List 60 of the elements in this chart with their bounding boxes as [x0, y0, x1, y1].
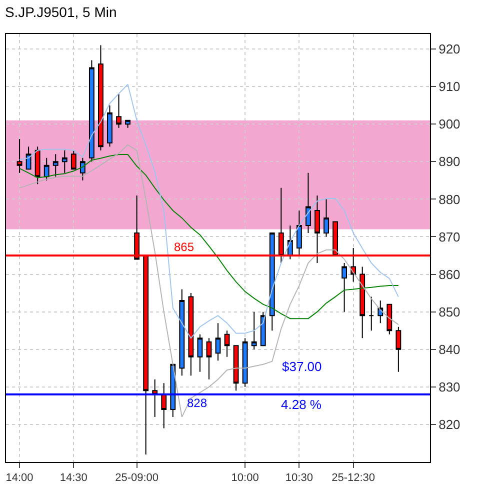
candlestick: [324, 198, 329, 238]
candlestick: [360, 266, 366, 339]
candlestick: [161, 382, 167, 429]
candlestick: [306, 172, 311, 234]
candlestick: [396, 326, 402, 372]
candlestick: [125, 120, 130, 128]
candlestick: [70, 150, 76, 170]
x-tick-label: 10:00: [231, 472, 259, 484]
candlestick: [152, 378, 158, 418]
y-tick-label: 870: [438, 229, 460, 244]
chart-title: S.JP.J9501, 5 Min: [4, 4, 117, 20]
candlestick: [26, 146, 32, 170]
candlestick: [215, 322, 221, 362]
candlestick: [179, 288, 185, 376]
candlestick: [378, 300, 384, 324]
ref-line-label: 828: [187, 396, 208, 410]
candlestick: [224, 330, 230, 358]
annotation: $37.00: [282, 359, 322, 374]
candlestick: [368, 296, 374, 332]
candlestick: [52, 154, 58, 178]
candlestick: [98, 44, 104, 151]
y-tick-label: 850: [438, 304, 460, 320]
candlestick: [88, 60, 94, 162]
x-tick-label: 25-12:30: [332, 472, 376, 484]
y-tick-label: 920: [438, 42, 460, 57]
candlestick: [62, 150, 68, 174]
candlestick: [342, 262, 348, 312]
line-series: [19, 84, 399, 339]
y-tick-label: 830: [438, 379, 460, 394]
candlestick: [197, 334, 203, 372]
candlestick: [260, 311, 266, 346]
candlestick: [242, 338, 248, 388]
candlestick: [386, 304, 392, 335]
y-tick-label: 860: [438, 266, 460, 282]
annotation: 4.28 %: [281, 397, 322, 412]
candlestick: [206, 338, 212, 380]
candlestick: [269, 232, 275, 332]
x-tick-label: 25-09:00: [115, 472, 159, 484]
x-tick-label: 10:30: [285, 472, 313, 484]
candlestick: [188, 292, 194, 376]
candlestick: [80, 157, 86, 181]
y-tick-label: 910: [438, 79, 460, 94]
candlestick: [233, 345, 239, 392]
candlestick: [251, 311, 257, 350]
x-tick-label: 14:00: [6, 472, 34, 484]
candlestick: [34, 146, 40, 185]
line-series: [19, 154, 399, 320]
y-tick-label: 880: [438, 192, 460, 207]
y-tick-label: 840: [438, 342, 460, 357]
x-tick-label: 14:30: [60, 472, 88, 484]
candlestick: [16, 138, 22, 174]
y-tick-label: 820: [438, 417, 460, 432]
y-tick-label: 900: [438, 116, 460, 132]
candlestick: [44, 157, 50, 181]
ref-line-label: 865: [174, 240, 194, 254]
candlestick: [116, 94, 122, 128]
line-series: [19, 144, 399, 418]
candlestick: [296, 210, 302, 256]
candlestick: [107, 104, 112, 148]
y-tick-label: 890: [438, 154, 460, 170]
